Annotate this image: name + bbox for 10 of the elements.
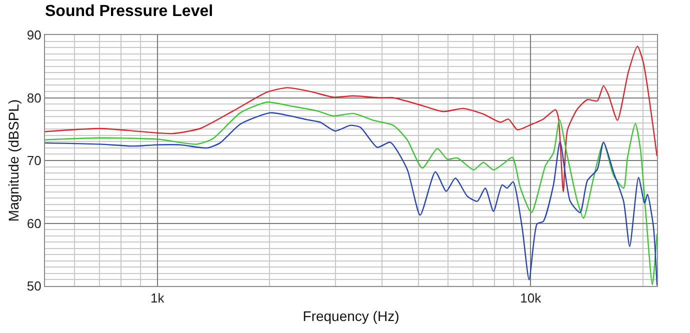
y-tick-label: 90 [26, 28, 42, 43]
y-axis-title: Magnitude (dBSPL) [6, 99, 22, 222]
y-tick-label: 70 [26, 153, 42, 168]
x-tick-label: 10k [520, 290, 542, 306]
y-tick-label: 50 [26, 278, 42, 294]
x-tick-label: 1k [150, 290, 165, 306]
chart-title: Sound Pressure Level [45, 3, 214, 20]
x-axis-title: Frequency (Hz) [302, 308, 400, 324]
y-tick-label: 80 [26, 90, 42, 106]
y-tick-label: 60 [26, 216, 42, 231]
